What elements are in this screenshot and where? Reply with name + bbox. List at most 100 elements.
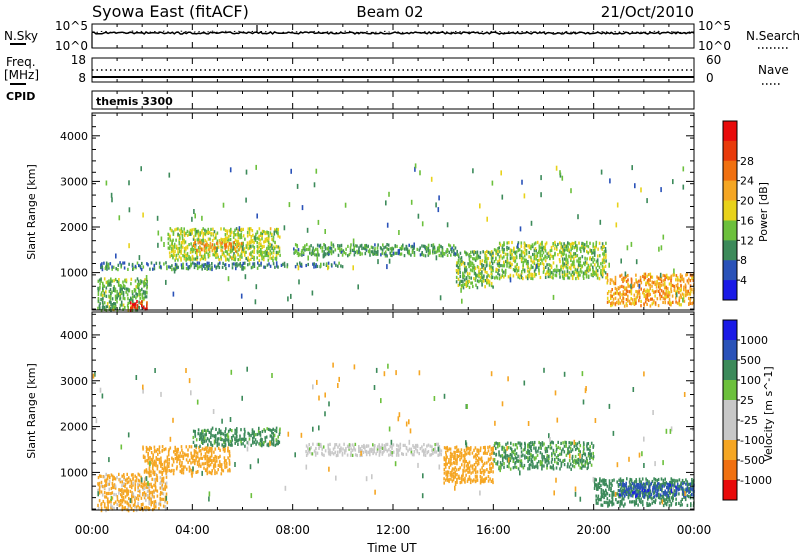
heatmap-cell [530, 445, 532, 449]
heatmap-cell [99, 485, 101, 489]
heatmap-cell [548, 263, 550, 267]
heatmap-cell [686, 480, 688, 484]
heatmap-cell [204, 263, 207, 267]
heatmap-cell [326, 247, 329, 251]
heatmap-cell [455, 280, 458, 284]
heatmap-cell [128, 262, 130, 266]
heatmap-cell [350, 243, 352, 247]
heatmap-cell [192, 454, 194, 459]
heatmap-cell [649, 278, 651, 282]
heatmap-cell [119, 480, 122, 484]
heatmap-cell [149, 459, 151, 463]
heatmap-cell [423, 244, 425, 248]
heatmap-cell [611, 479, 614, 483]
heatmap-cell [520, 252, 523, 256]
heatmap-cell [498, 246, 500, 250]
heatmap-cell [576, 274, 579, 278]
heatmap-cell [130, 486, 133, 490]
heatmap-cell [571, 276, 574, 281]
heatmap-cell [541, 452, 543, 456]
heatmap-cell [142, 212, 144, 218]
heatmap-cell [619, 477, 622, 481]
heatmap-cell [637, 490, 640, 494]
heatmap-cell [689, 299, 691, 303]
heatmap-cell [152, 455, 154, 459]
heatmap-cell [322, 262, 325, 266]
heatmap-cell [124, 489, 126, 493]
heatmap-cell [681, 492, 684, 496]
heatmap-cell [520, 459, 523, 463]
heatmap-cell [321, 249, 324, 253]
heatmap-cell [681, 478, 684, 483]
heatmap-cell [272, 440, 275, 444]
heatmap-cell [327, 261, 330, 265]
nave-tick-top: 60 [706, 53, 721, 67]
heatmap-cell [555, 447, 558, 451]
heatmap-cell [412, 444, 414, 448]
heatmap-cell [665, 493, 668, 497]
heatmap-cell [627, 294, 629, 298]
heatmap-cell [387, 243, 390, 247]
heatmap-cell [349, 248, 352, 252]
heatmap-cell [641, 500, 644, 504]
heatmap-cell [258, 249, 261, 253]
heatmap-cell [544, 446, 547, 450]
heatmap-cell [138, 479, 141, 483]
heatmap-cell [446, 222, 449, 228]
heatmap-cell [380, 446, 383, 450]
heatmap-cell [513, 250, 515, 254]
heatmap-cell [137, 286, 140, 290]
heatmap-cell [530, 446, 532, 450]
heatmap-cell [230, 441, 233, 445]
heatmap-cell [267, 237, 270, 241]
heatmap-cell [266, 246, 268, 250]
heatmap-cell [202, 433, 204, 437]
heatmap-cell [143, 487, 146, 491]
heatmap-cell [108, 289, 111, 294]
heatmap-cell [205, 250, 208, 254]
heatmap-cell [527, 459, 529, 463]
heatmap-cell [655, 493, 657, 497]
heatmap-cell [540, 246, 542, 250]
heatmap-cell [341, 265, 344, 269]
heatmap-cell [158, 450, 161, 454]
heatmap-cell [107, 283, 109, 287]
heatmap-cell [662, 495, 664, 499]
heatmap-cell [467, 451, 469, 455]
heatmap-cell [111, 290, 113, 294]
heatmap-cell [459, 271, 461, 275]
heatmap-cell [211, 446, 213, 450]
heatmap-cell [464, 454, 466, 458]
heatmap-cell [340, 264, 342, 268]
heatmap-cell [121, 498, 124, 502]
heatmap-cell [527, 443, 529, 447]
heatmap-cell [663, 498, 666, 502]
heatmap-cell [246, 234, 249, 238]
heatmap-cell [462, 271, 464, 275]
heatmap-cell [209, 471, 212, 475]
heatmap-cell [622, 292, 625, 296]
heatmap-cell [565, 244, 568, 248]
heatmap-cell [571, 456, 574, 460]
heatmap-cell [673, 489, 676, 493]
heatmap-cell [473, 478, 475, 482]
heatmap-cell [475, 460, 477, 464]
heatmap-cell [600, 269, 602, 273]
heatmap-cell [352, 243, 355, 247]
heatmap-cell [645, 296, 647, 300]
heatmap-cell [477, 460, 480, 464]
heatmap-cell [635, 494, 637, 498]
colorbar-segment [723, 260, 737, 281]
heatmap-cell [514, 461, 517, 465]
heatmap-cell [220, 257, 222, 261]
heatmap-cell [308, 245, 311, 249]
heatmap-cell [97, 279, 100, 283]
heatmap-cell [667, 500, 669, 504]
heatmap-cell [224, 243, 226, 247]
heatmap-cell [146, 262, 148, 266]
heatmap-cell [221, 238, 224, 242]
heatmap-cell [669, 499, 671, 503]
heatmap-cell [197, 246, 200, 250]
heatmap-cell [445, 478, 447, 482]
heatmap-cell [450, 253, 452, 257]
